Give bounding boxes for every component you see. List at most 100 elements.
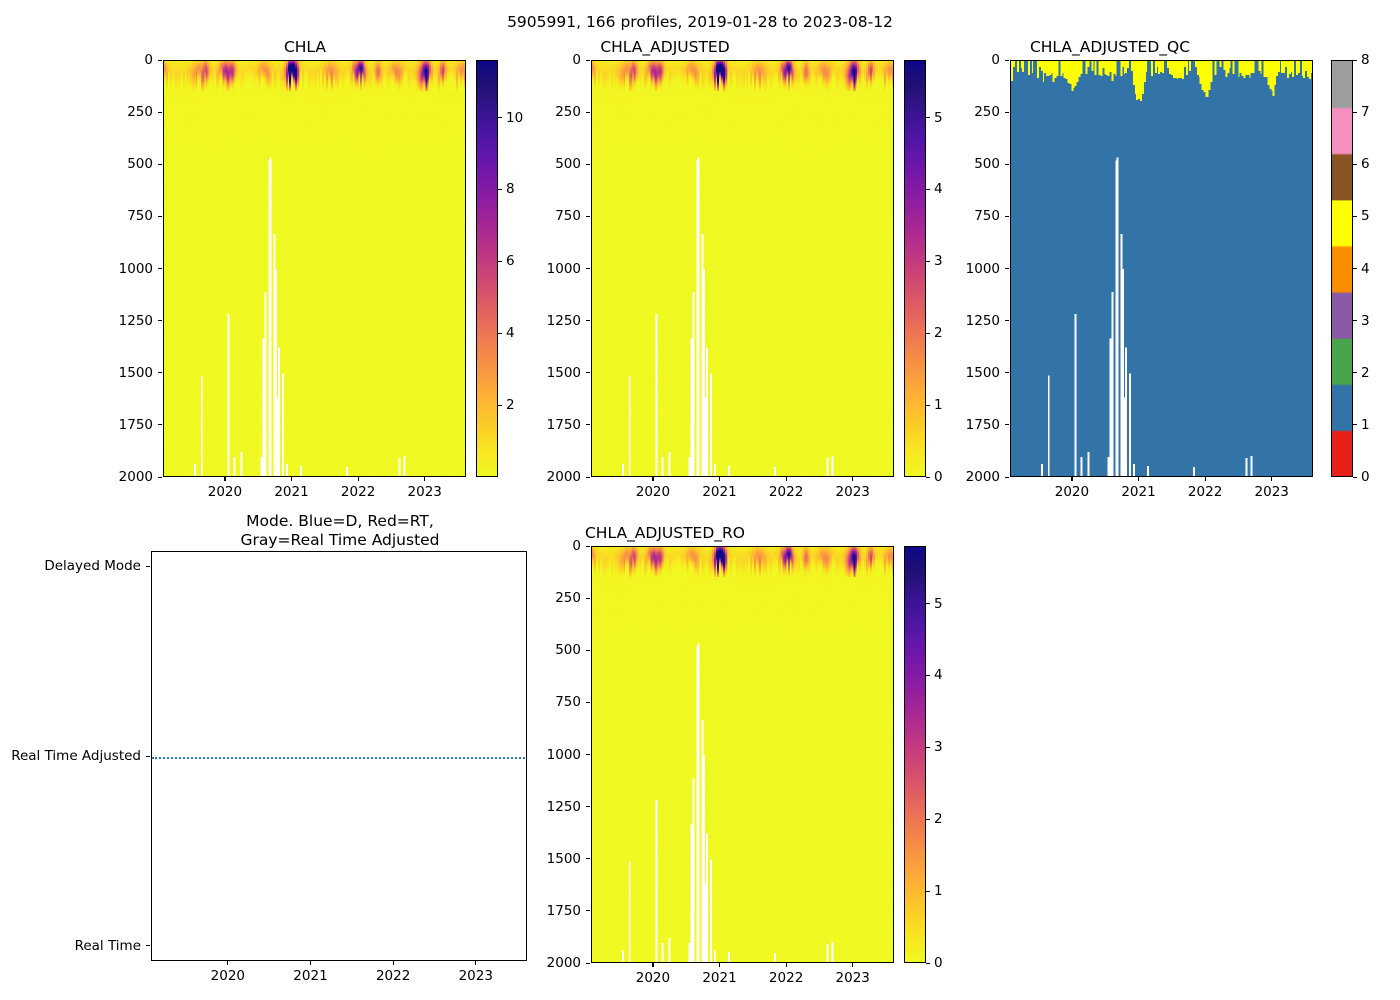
chla-cbar-label-2: 2: [506, 397, 515, 414]
chla-ytick-label-500: 500: [127, 156, 153, 173]
chla-adjusted-ro-cbar-tick-4: [926, 674, 930, 676]
chla-cbar-tick-4: [498, 332, 502, 334]
chla-cbar-tick-10: [498, 117, 502, 119]
chla-adjusted-qc-ytick-label-1500: 1500: [965, 364, 1000, 381]
chla-ytick-0: [158, 59, 162, 61]
chla-xtick-2023: [424, 477, 426, 481]
chla-adjusted-qc-xtick-label-2021: 2021: [1121, 484, 1156, 500]
panel-chla-adjusted-qc-title: CHLA_ADJUSTED_QC: [1029, 38, 1191, 56]
chla-adjusted-ro-xtick-2023: [852, 963, 854, 967]
chla-adjusted-ytick-label-2000: 2000: [546, 469, 581, 485]
chla-adjusted-ro-heatmap[interactable]: [591, 546, 894, 963]
chla-adjusted-cbar-label-4: 4: [934, 181, 943, 198]
chla-adjusted-qc-heatmap[interactable]: [1010, 60, 1313, 477]
chla-heatmap[interactable]: [163, 60, 466, 477]
chla-adjusted-xtick-label-2020: 2020: [635, 484, 671, 500]
chla-adjusted-ro-cbar-tick-3: [926, 746, 930, 748]
mode-series-line: [152, 757, 526, 759]
chla-ytick-label-1500: 1500: [118, 364, 153, 381]
chla-adjusted-cbar-tick-4: [926, 188, 930, 190]
chla-adjusted-qc-cbar-label-2: 2: [1361, 364, 1370, 381]
chla-adjusted-ytick-label-1750: 1750: [546, 416, 581, 433]
chla-adjusted-xtick-label-2022: 2022: [768, 484, 804, 500]
chla-adjusted-ro-ytick-label-0: 0: [572, 538, 581, 554]
chla-adjusted-ro-xtick-2022: [785, 963, 787, 967]
chla-adjusted-ro-cbar-tick-0: [926, 962, 930, 964]
chla-cbar-tick-8: [498, 188, 502, 190]
chla-adjusted-ro-ytick-1500: [586, 858, 590, 860]
chla-adjusted-qc-ytick-1250: [1005, 320, 1009, 322]
chla-ytick-2000: [158, 476, 162, 478]
chla-colorbar[interactable]: [476, 60, 498, 477]
chla-adjusted-ro-cbar-label-2: 2: [934, 811, 943, 828]
chla-adjusted-xtick-2021: [719, 477, 721, 481]
panel-chla-title: CHLA: [283, 38, 327, 56]
chla-xtick-2020: [224, 477, 226, 481]
chla-adjusted-cbar-label-1: 1: [934, 397, 943, 414]
chla-adjusted-qc-ytick-1500: [1005, 372, 1009, 374]
chla-adjusted-qc-ytick-750: [1005, 215, 1009, 217]
chla-adjusted-ytick-label-750: 750: [555, 208, 581, 225]
chla-adjusted-ro-xtick-label-2022: 2022: [768, 970, 804, 986]
chla-adjusted-ro-xtick-2021: [719, 963, 721, 967]
panel-mode-title-line2: Gray=Real Time Adjusted: [240, 531, 440, 549]
chla-adjusted-qc-xtick-2021: [1138, 477, 1140, 481]
chla-ytick-1750: [158, 424, 162, 426]
chla-adjusted-qc-cbar-tick-6: [1353, 163, 1357, 165]
chla-adjusted-ytick-label-1000: 1000: [546, 260, 581, 277]
mode-xtick-label-2022: 2022: [375, 968, 411, 984]
chla-adjusted-ytick-label-0: 0: [572, 52, 581, 68]
chla-adjusted-ro-colorbar[interactable]: [904, 546, 926, 963]
chla-adjusted-qc-cbar-label-7: 7: [1361, 104, 1370, 121]
mode-xtick-2021: [309, 961, 312, 965]
mode-ytick-0: [146, 565, 150, 567]
chla-adjusted-qc-ytick-label-500: 500: [974, 156, 1000, 173]
chla-adjusted-ytick-label-500: 500: [555, 156, 581, 173]
chla-adjusted-ro-ytick-1750: [586, 910, 590, 912]
chla-adjusted-qc-cbar-tick-5: [1353, 215, 1357, 217]
chla-ytick-label-0: 0: [144, 52, 153, 68]
chla-adjusted-ro-xtick-label-2021: 2021: [702, 970, 737, 986]
chla-adjusted-qc-ytick-label-250: 250: [974, 104, 1000, 121]
chla-cbar-label-10: 10: [506, 109, 524, 126]
panel-chla-adjusted-ro-title: CHLA_ADJUSTED_RO: [584, 524, 746, 542]
chla-ytick-label-1000: 1000: [118, 260, 153, 277]
figure-title: 5905991, 166 profiles, 2019-01-28 to 202…: [507, 13, 893, 31]
chla-adjusted-ro-ytick-0: [586, 545, 590, 547]
chla-adjusted-ytick-250: [586, 111, 590, 113]
chla-adjusted-xtick-2020: [652, 477, 654, 481]
chla-xtick-2022: [357, 477, 359, 481]
chla-adjusted-xtick-label-2023: 2023: [835, 484, 870, 500]
chla-adjusted-ro-ytick-label-750: 750: [555, 694, 581, 711]
chla-adjusted-qc-ytick-250: [1005, 111, 1009, 113]
chla-adjusted-colorbar[interactable]: [904, 60, 926, 477]
chla-adjusted-qc-ytick-label-750: 750: [974, 208, 1000, 225]
mode-ytick-1: [146, 755, 150, 757]
chla-adjusted-ro-cbar-tick-1: [926, 890, 930, 892]
chla-adjusted-ro-ytick-label-500: 500: [555, 642, 581, 659]
chla-adjusted-qc-ytick-1750: [1005, 424, 1009, 426]
chla-adjusted-xtick-label-2021: 2021: [702, 484, 737, 500]
chla-adjusted-qc-cbar-label-5: 5: [1361, 208, 1370, 225]
chla-adjusted-qc-cbar-tick-1: [1353, 424, 1357, 426]
chla-cbar-tick-6: [498, 260, 502, 262]
chla-xtick-label-2022: 2022: [340, 484, 376, 500]
chla-adjusted-qc-cbar-label-8: 8: [1361, 52, 1370, 68]
chla-adjusted-ytick-2000: [586, 476, 590, 478]
chla-adjusted-ro-ytick-label-1750: 1750: [546, 902, 581, 919]
chla-adjusted-qc-ytick-500: [1005, 163, 1009, 165]
chla-ytick-750: [158, 215, 162, 217]
chla-adjusted-ro-cbar-label-3: 3: [934, 739, 943, 756]
chla-adjusted-qc-xtick-2020: [1071, 477, 1073, 481]
chla-adjusted-qc-cbar-label-1: 1: [1361, 416, 1370, 433]
chla-adjusted-ro-ytick-1000: [586, 754, 590, 756]
chla-adjusted-qc-colorbar[interactable]: [1331, 60, 1353, 477]
chla-adjusted-ytick-label-1500: 1500: [546, 364, 581, 381]
mode-plot-area[interactable]: [151, 551, 527, 961]
chla-adjusted-qc-cbar-tick-0: [1353, 476, 1357, 478]
chla-adjusted-qc-xtick-2023: [1271, 477, 1273, 481]
chla-adjusted-cbar-label-5: 5: [934, 109, 943, 126]
chla-xtick-label-2020: 2020: [207, 484, 243, 500]
chla-adjusted-qc-ytick-1000: [1005, 268, 1009, 270]
chla-adjusted-heatmap[interactable]: [591, 60, 894, 477]
